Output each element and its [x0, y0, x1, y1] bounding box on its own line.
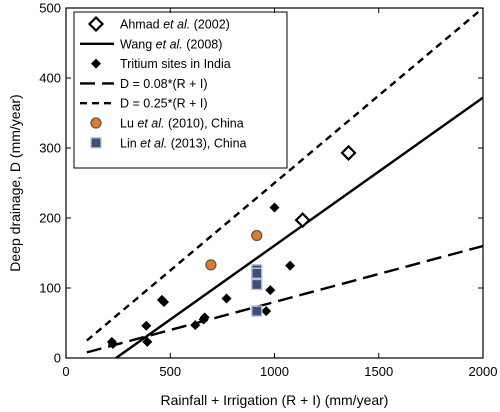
y-axis-title: Deep drainage, D (mm/year) — [7, 94, 23, 271]
series-line-4 — [86, 8, 483, 342]
x-axis-title: Rainfall + Irrigation (R + I) (mm/year) — [161, 392, 389, 408]
data-point-s2-5 — [158, 297, 169, 307]
legend-label-1: Wang et al. (2008) — [120, 37, 222, 51]
y-tick-label-3: 300 — [39, 141, 61, 156]
data-point-s2-2 — [141, 320, 152, 331]
legend-label-5: Lu et al. (2010), China — [120, 117, 244, 131]
data-point-s2-1 — [107, 339, 118, 349]
legend-marker-6 — [90, 137, 102, 149]
y-tick-label-1: 100 — [39, 281, 61, 296]
x-tick-label-2: 1000 — [260, 364, 289, 379]
data-point-s2-3 — [142, 336, 153, 347]
data-point-s2-10 — [261, 306, 272, 317]
y-tick-label-5: 500 — [39, 1, 61, 16]
legend-marker-5 — [90, 117, 102, 129]
data-point-s6-3 — [251, 305, 263, 317]
data-point-s2-12 — [269, 202, 280, 213]
series-line-1 — [115, 96, 483, 358]
axes: 0 500 1000 1500 2000 0 100 200 300 400 500 — [39, 1, 497, 380]
data-point-s2-8 — [199, 312, 210, 323]
series-line-3 — [86, 244, 483, 354]
data-point-s0-1 — [340, 144, 357, 161]
legend-marker-0 — [87, 15, 105, 33]
data-point-s2-9 — [221, 293, 232, 304]
y-tick-label-2: 200 — [39, 211, 61, 226]
y-tick-label-4: 400 — [39, 71, 61, 86]
x-tick-label-0: 0 — [62, 364, 69, 379]
legend-label-6: Lin et al. (2013), China — [120, 136, 247, 150]
legend-box — [73, 11, 288, 169]
legend-label-4: D = 0.25*(R + I) — [120, 97, 208, 111]
legend-label-2: Tritium sites in India — [120, 57, 231, 71]
data-point-s5-1 — [251, 229, 263, 242]
x-tick-label-3: 1500 — [364, 364, 393, 379]
y-tick-label-0: 0 — [54, 351, 61, 366]
legend-marker-2 — [91, 58, 101, 69]
legend-label-0: Ahmad et al. (2002) — [120, 18, 230, 32]
legend-label-3: D = 0.08*(R + I) — [120, 77, 208, 91]
data-point-s2-11 — [265, 285, 276, 296]
data-point-s5-0 — [205, 259, 217, 271]
x-tick-label-4: 2000 — [469, 364, 498, 379]
lines-layer — [86, 8, 483, 358]
data-point-s6-1 — [251, 267, 263, 279]
points-layer — [106, 144, 357, 349]
x-tick-label-1: 500 — [159, 364, 181, 379]
data-point-s0-0 — [294, 212, 311, 229]
data-point-s2-13 — [285, 260, 296, 271]
legend: Ahmad et al. (2002) Wang et al. (2008) Tri… — [80, 15, 247, 150]
data-point-s2-6 — [190, 320, 201, 331]
data-point-s6-2 — [251, 278, 263, 291]
